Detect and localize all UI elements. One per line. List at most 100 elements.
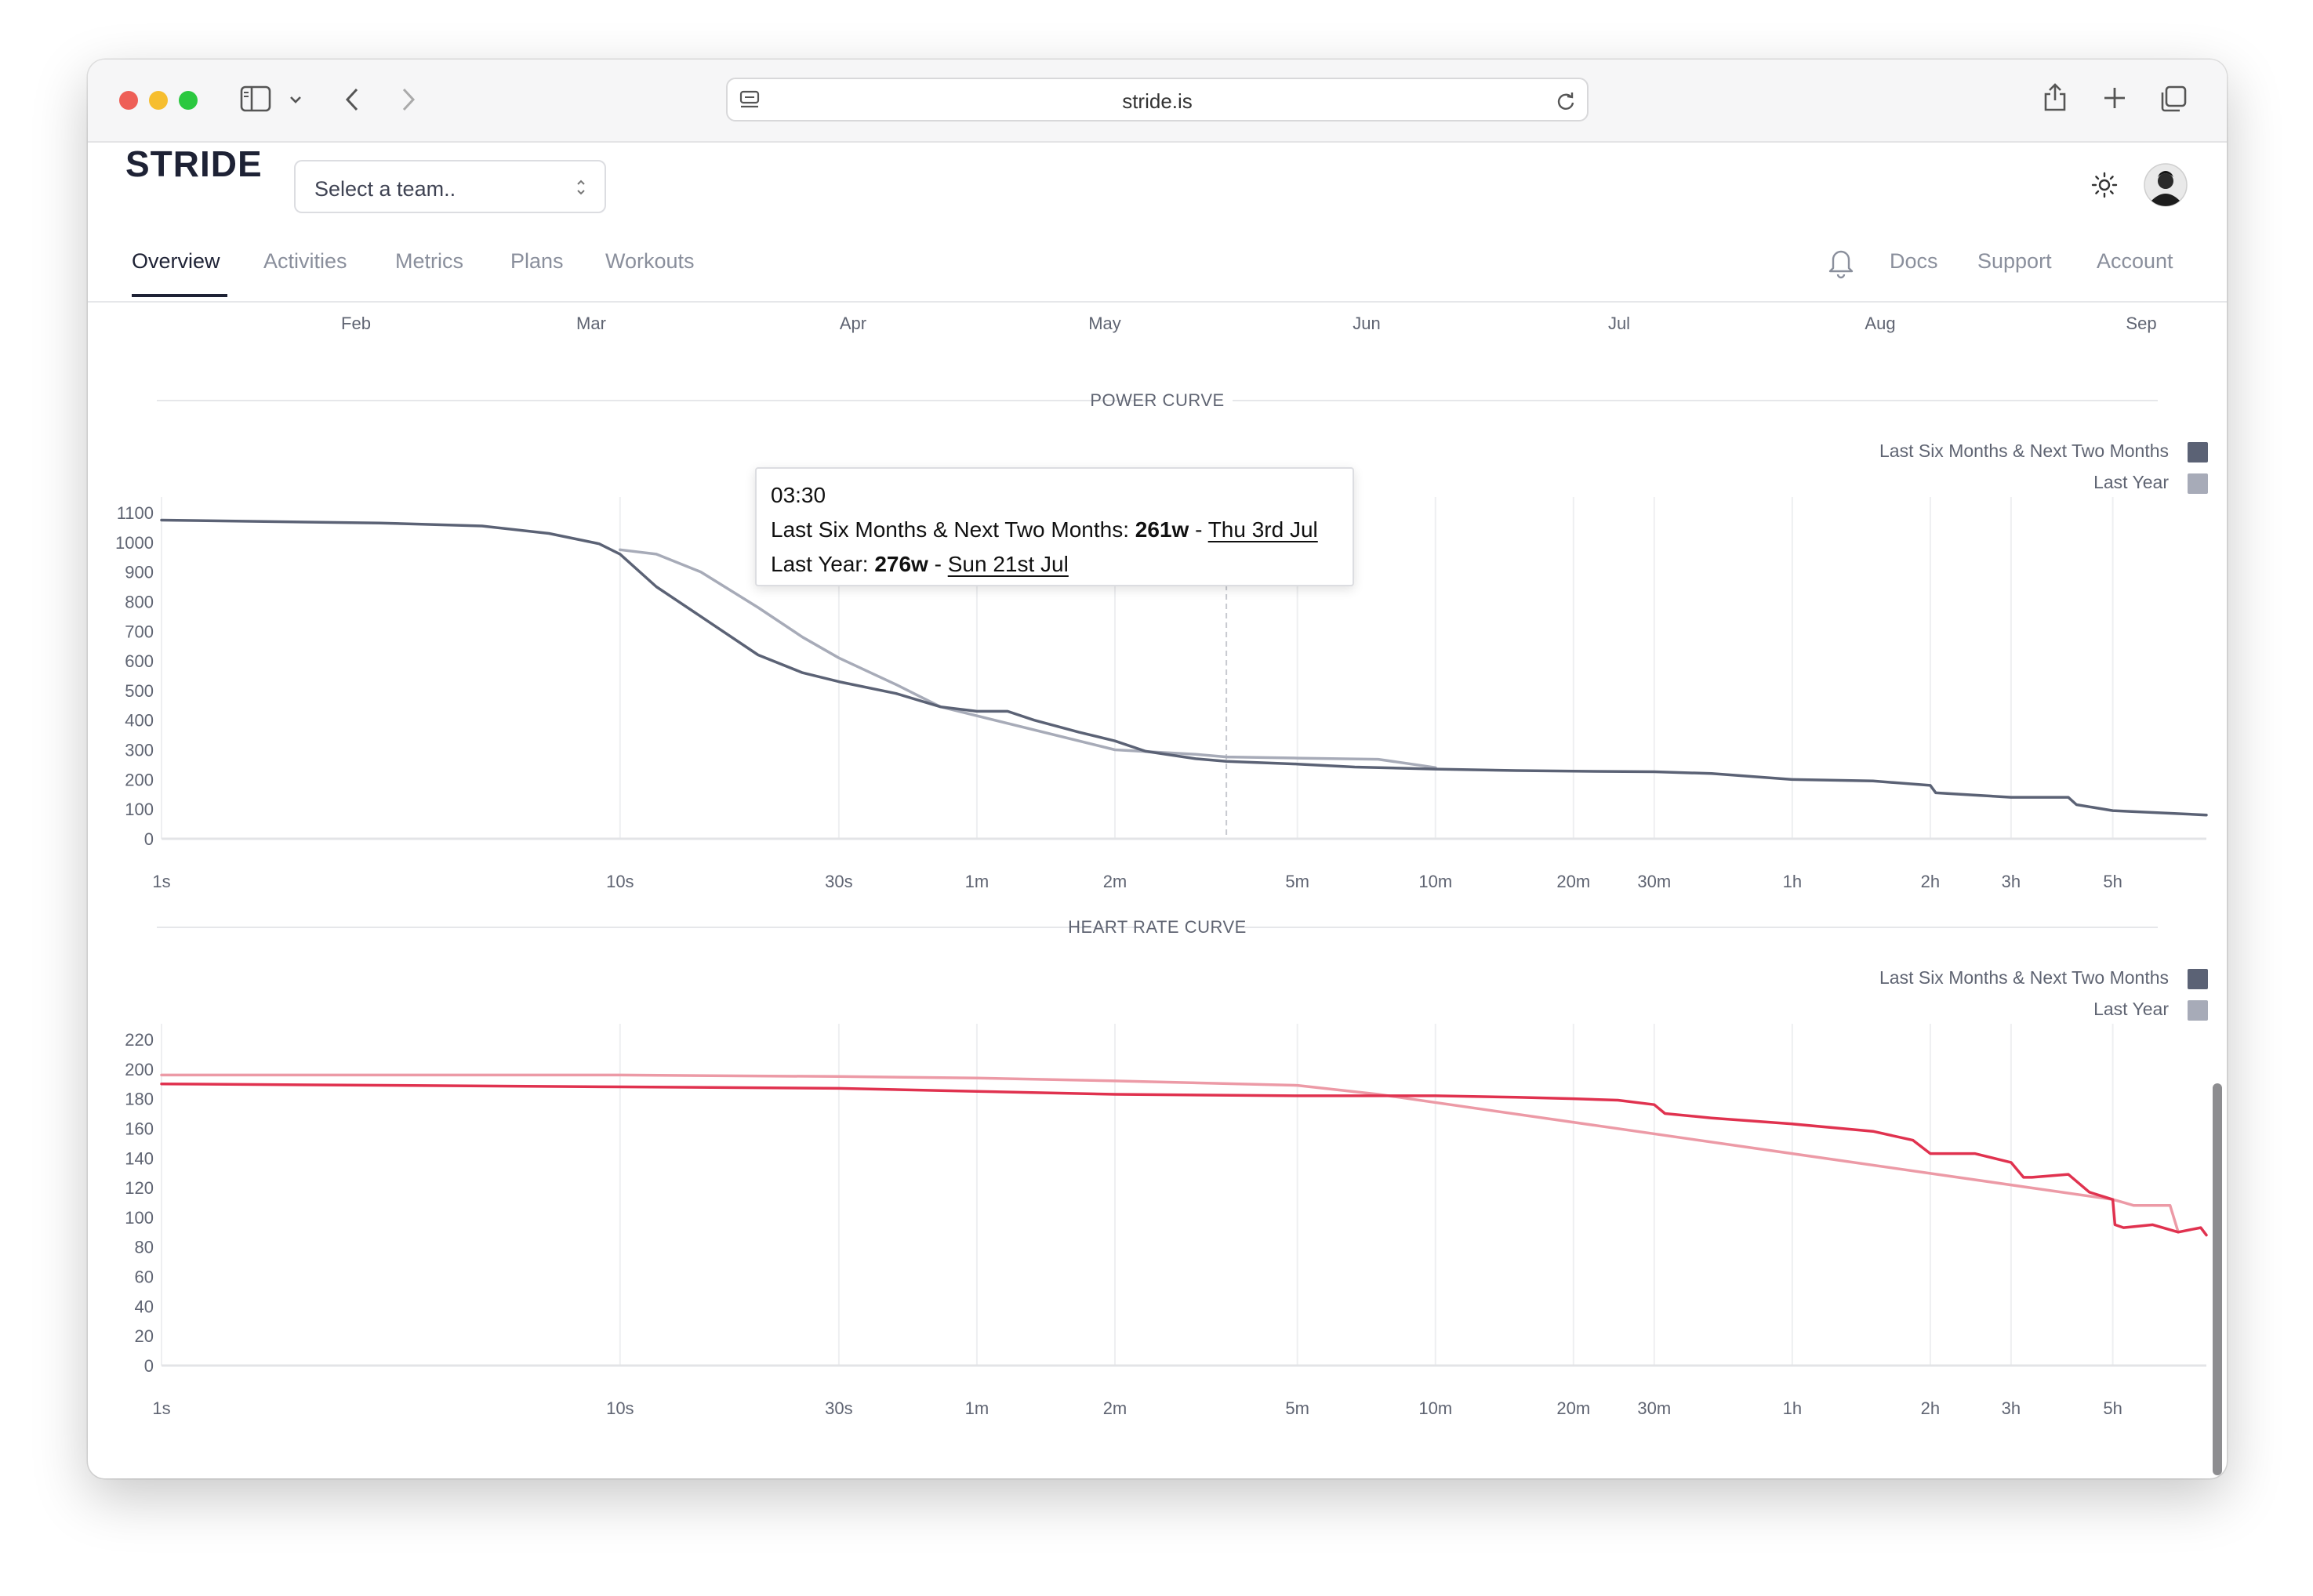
power-y-tick-label: 400: [125, 711, 154, 731]
tab-workouts[interactable]: Workouts: [605, 249, 695, 273]
heart-rate-curve-chart[interactable]: 1s 10s 30s 1m 2m 5m 10m 20m 30m 1h 2h 3h 5h 0 20 40 60 80…: [88, 931, 2227, 1472]
browser-toolbar: stride.is: [88, 60, 2227, 143]
tab-plans[interactable]: Plans: [510, 249, 564, 273]
power-curve-title: POWER CURVE: [1090, 390, 1225, 410]
docs-link[interactable]: Docs: [1890, 249, 1938, 273]
new-tab-icon[interactable]: [2103, 86, 2126, 114]
tooltip-separator: -: [928, 552, 948, 576]
tooltip-separator: -: [1189, 517, 1208, 542]
power-y-tick-label: 1100: [117, 503, 154, 523]
team-select-placeholder: Select a team..: [314, 177, 456, 201]
power-x-tick-label: 1s: [152, 872, 170, 891]
power-y-tick-label: 800: [125, 592, 154, 611]
power-y-tick-label: 500: [125, 681, 154, 701]
hr-x-tick-label: 20m: [1556, 1398, 1590, 1418]
legend-label: Last Year: [2093, 999, 2169, 1019]
power-x-tick-label: 1h: [1783, 872, 1802, 891]
close-window-button[interactable]: [119, 91, 138, 110]
hr-x-tick-label: 2h: [1921, 1398, 1940, 1418]
app-header: [88, 141, 2227, 303]
timeline-month-label: Jun: [1353, 314, 1381, 333]
legend-label: Last Six Months & Next Two Months: [1879, 967, 2169, 988]
hr-x-tick-label: 2m: [1103, 1398, 1127, 1418]
chevron-down-icon[interactable]: [289, 94, 303, 108]
hr-legend-last-year[interactable]: Last Year: [2093, 999, 2208, 1021]
power-title-rule-right: [1233, 400, 2158, 401]
timeline-month-label: Apr: [839, 314, 867, 333]
power-y-tick-label: 0: [144, 829, 154, 849]
team-select[interactable]: Select a team..: [294, 160, 606, 213]
legend-swatch: [2188, 473, 2208, 494]
zoom-window-button[interactable]: [179, 91, 198, 110]
hr-legend-current[interactable]: Last Six Months & Next Two Months: [1879, 967, 2208, 989]
reload-icon[interactable]: [1554, 89, 1578, 117]
power-y-tick-label: 100: [125, 800, 154, 819]
account-link[interactable]: Account: [2097, 249, 2173, 273]
tab-activities[interactable]: Activities: [263, 249, 347, 273]
power-x-tick-label: 10m: [1418, 872, 1452, 891]
power-x-tick-label: 2h: [1921, 872, 1940, 891]
hr-x-tick-label: 10m: [1418, 1398, 1452, 1418]
hr-x-tick-label: 5m: [1285, 1398, 1309, 1418]
hr-y-tick-label: 100: [125, 1208, 154, 1228]
browser-window: stride.is STRIDE Select a team..: [88, 60, 2227, 1478]
hr-series-line-1: [160, 1073, 2180, 1234]
power-curve-chart[interactable]: 1s 10s 30s 1m 2m 5m 10m 20m 30m 1h 2h 3h 5h 0 100 200 30…: [88, 404, 2227, 945]
hr-y-tick-label: 20: [135, 1326, 154, 1346]
hr-y-tick-label: 80: [135, 1238, 154, 1257]
user-avatar[interactable]: [2144, 163, 2188, 211]
hr-y-tick-label: 160: [125, 1119, 154, 1138]
tooltip-current-label: Last Six Months & Next Two Months:: [771, 517, 1135, 542]
notifications-bell-icon[interactable]: [1825, 245, 1857, 283]
tooltip-current-value: 261w: [1135, 517, 1189, 542]
power-y-tick-label: 1000: [115, 533, 154, 553]
power-y-tick-label: 600: [125, 651, 154, 671]
active-tab-indicator: [132, 294, 227, 297]
hr-y-tick-label: 60: [135, 1268, 154, 1287]
tooltip-last-year-label: Last Year:: [771, 552, 875, 576]
tooltip-current-date-link[interactable]: Thu 3rd Jul: [1207, 517, 1318, 542]
power-x-tick-label: 10s: [606, 872, 634, 891]
brand-logo[interactable]: STRIDE: [125, 143, 263, 184]
heart-rate-curve-title: HEART RATE CURVE: [1068, 917, 1247, 937]
hr-x-tick-label: 1m: [965, 1398, 989, 1418]
chart-tooltip: 03:30 Last Six Months & Next Two Months:…: [755, 467, 1354, 586]
share-icon[interactable]: [2042, 82, 2068, 117]
back-arrow-icon[interactable]: [343, 86, 362, 117]
power-y-tick-label: 700: [125, 622, 154, 641]
tab-overview[interactable]: Overview: [132, 249, 220, 273]
hr-y-tick-label: 180: [125, 1090, 154, 1109]
power-legend-last-year[interactable]: Last Year: [2093, 472, 2208, 494]
legend-swatch: [2188, 441, 2208, 462]
hr-y-tick-label: 200: [125, 1060, 154, 1079]
theme-toggle-sun-icon[interactable]: [2090, 171, 2119, 203]
tab-overview-icon[interactable]: [2159, 85, 2188, 117]
power-y-tick-label: 300: [125, 741, 154, 760]
timeline-month-label: Aug: [1865, 314, 1896, 333]
hr-y-tick-label: 120: [125, 1178, 154, 1198]
chevron-up-down-icon: [575, 176, 587, 203]
power-x-tick-label: 20m: [1556, 872, 1590, 891]
power-x-tick-label: 30m: [1637, 872, 1671, 891]
hr-y-tick-label: 0: [144, 1356, 154, 1376]
hr-y-tick-label: 220: [125, 1030, 154, 1050]
page-settings-icon[interactable]: [739, 89, 762, 116]
timeline-month-label: Jul: [1607, 314, 1631, 333]
tooltip-last-year-value: 276w: [874, 552, 928, 576]
tooltip-line-current: Last Six Months & Next Two Months: 261w …: [771, 513, 1338, 547]
power-legend-current[interactable]: Last Six Months & Next Two Months: [1879, 441, 2208, 462]
hr-x-tick-label: 30m: [1637, 1398, 1671, 1418]
power-x-tick-label: 3h: [2002, 872, 2021, 891]
tooltip-last-year-date-link[interactable]: Sun 21st Jul: [947, 552, 1069, 576]
tab-metrics[interactable]: Metrics: [395, 249, 463, 273]
forward-arrow-icon[interactable]: [398, 86, 417, 117]
url-text: stride.is: [1122, 89, 1193, 113]
power-x-tick-label: 5m: [1285, 872, 1309, 891]
support-link[interactable]: Support: [1977, 249, 2052, 273]
address-bar[interactable]: stride.is: [726, 78, 1589, 122]
timeline-month-label: Feb: [341, 314, 371, 333]
page-scrollbar[interactable]: [2213, 1083, 2222, 1475]
minimize-window-button[interactable]: [149, 91, 168, 110]
hr-series-line-0: [160, 1082, 2208, 1237]
sidebar-icon[interactable]: [240, 85, 271, 116]
